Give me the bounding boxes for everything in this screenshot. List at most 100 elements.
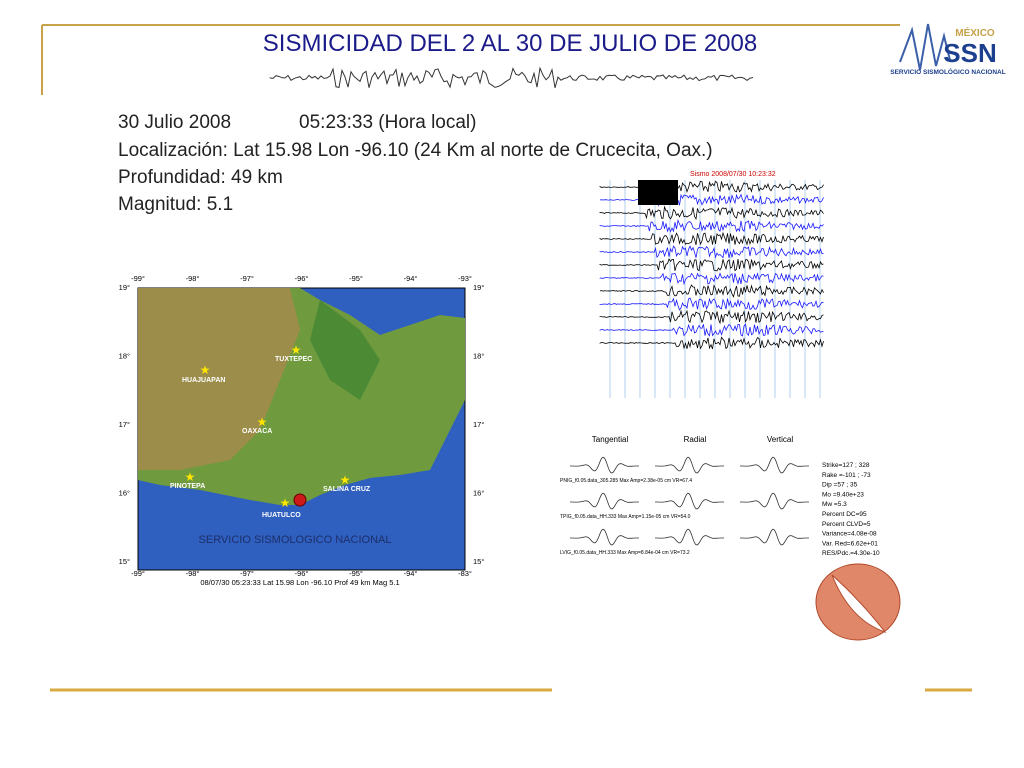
lat-label: 16° — [473, 489, 484, 498]
lon-label: -94° — [404, 274, 418, 283]
lon-label: -98° — [186, 274, 200, 283]
seismo-trace — [599, 192, 824, 207]
row-label: PNIG_f0.05.data_305.285 Max Amp=2.38e-05… — [560, 478, 692, 484]
mechanism-param: Percent DC=95 — [822, 511, 867, 518]
map: SERVICIO SISMOLOGICO NACIONAL 08/07/30 0… — [110, 268, 490, 590]
lon-label: -97° — [240, 569, 254, 578]
logo-acronym: SSN — [943, 38, 996, 68]
seismo-trace — [599, 205, 824, 221]
city-label: SALINA CRUZ — [323, 486, 371, 493]
seismo-trace — [599, 245, 824, 259]
seismo-trace — [599, 272, 824, 286]
seismo-trace — [599, 218, 824, 233]
lat-label: 17° — [473, 420, 484, 429]
event-magnitude: Magnitud: 5.1 — [118, 194, 234, 215]
mechanism: Tangential Radial Vertical PNIG_f0.05.data_… — [560, 435, 901, 641]
waveform-fit — [570, 456, 639, 474]
lon-label: -97° — [240, 274, 254, 283]
mechanism-param: Strike=127 ; 328 — [822, 462, 870, 469]
lat-label: 19° — [473, 283, 484, 292]
lat-label: 17° — [119, 420, 130, 429]
waveform-fit — [570, 528, 639, 546]
lon-label: -96° — [295, 274, 309, 283]
mechanism-param: Rake =-101 ; -73 — [822, 472, 871, 479]
lat-label: 15° — [473, 557, 484, 566]
lon-label: -99° — [131, 569, 145, 578]
mechanism-param: RES/Pdc.=4.30e-10 — [822, 550, 880, 557]
seismo-trace — [599, 336, 824, 350]
logo: MÉXICO SSN SERVICIO SISMOLÓGICO NACIONAL — [890, 23, 1006, 76]
seismo-trace — [599, 297, 824, 311]
event-location: Localización: Lat 15.98 Lon -96.10 (24 K… — [118, 140, 713, 161]
map-lowlands — [310, 300, 380, 400]
logo-wave — [899, 23, 951, 71]
seismogram-panel — [595, 175, 830, 400]
waveform-fit — [740, 528, 809, 546]
waveform-fit — [655, 528, 724, 546]
logo-name: SERVICIO SISMOLÓGICO NACIONAL — [890, 67, 1005, 76]
seismo-trace — [599, 323, 824, 337]
seismogram-title: Sismo 2008/07/30 10:23:32 — [690, 171, 776, 178]
city-marker: ★ — [340, 473, 351, 487]
lon-label: -96° — [295, 569, 309, 578]
mechanism-param: Variance=4.08e-08 — [822, 531, 877, 538]
city-label: PINOTEPA — [170, 483, 205, 490]
epicenter — [293, 493, 307, 507]
title-waveform — [269, 66, 754, 89]
seismo-trace — [599, 258, 824, 272]
saturation-block — [638, 180, 678, 205]
lat-label: 15° — [119, 557, 130, 566]
lon-label: -83° — [458, 569, 472, 578]
lon-label: -99° — [131, 274, 145, 283]
lon-label: -93° — [458, 274, 472, 283]
city-marker: ★ — [185, 470, 196, 484]
mechanism-param: Dip =57 ; 35 — [822, 482, 858, 489]
mechanism-param: Percent CLVD=5 — [822, 521, 871, 528]
seismo-trace — [599, 284, 824, 298]
city-label: TUXTEPEC — [275, 356, 312, 363]
lon-label: -95° — [349, 569, 363, 578]
city-marker: ★ — [291, 343, 302, 357]
waveform-fit — [655, 492, 724, 510]
lat-label: 19° — [119, 283, 130, 292]
column-label: Radial — [684, 435, 707, 444]
city-marker: ★ — [200, 363, 211, 377]
map-frame — [110, 268, 490, 590]
waveform-fit — [570, 492, 639, 510]
lon-label: -98° — [186, 569, 200, 578]
city-marker: ★ — [257, 415, 268, 429]
traces — [599, 179, 824, 398]
date: 30 Julio 2008 — [118, 112, 232, 133]
time: 05:23:33 (Hora local) — [299, 112, 477, 133]
map-land — [138, 288, 465, 505]
city-label: HUATULCO — [262, 512, 301, 519]
map-highlands — [138, 288, 300, 470]
city-label: OAXACA — [242, 428, 272, 435]
lat-label: 16° — [119, 489, 130, 498]
map-sea — [137, 287, 466, 571]
beachball — [815, 563, 901, 641]
seismo-trace — [599, 309, 824, 325]
row-label: LVIG_f0.05.data_HH.333 Max Amp=8.84e-04 … — [560, 550, 690, 556]
mechanism-param: Mo =9.40e+23 — [822, 491, 864, 498]
lat-label: 18° — [473, 352, 484, 361]
waveform-fit — [655, 456, 724, 474]
waveform-fit — [740, 456, 809, 474]
column-label: Vertical — [767, 435, 793, 444]
mechanism-param: Mw =5.3 — [822, 501, 847, 508]
lon-label: -95° — [349, 274, 363, 283]
map-watermark: SERVICIO SISMOLOGICO NACIONAL — [199, 534, 392, 546]
seismo-trace — [599, 179, 824, 195]
logo-country: MÉXICO — [955, 26, 995, 39]
map-caption: 08/07/30 05:23:33 Lat 15.98 Lon -96.10 P… — [200, 578, 399, 587]
city-marker: ★ — [280, 496, 291, 510]
slide-title: SISMICIDAD DEL 2 AL 30 DE JULIO DE 2008 — [262, 30, 758, 57]
column-label: Tangential — [592, 435, 629, 444]
seismo-trace — [599, 231, 824, 246]
seismogram: Sismo 2008/07/30 10:23:32 — [595, 171, 830, 400]
beachball-dilatation — [831, 574, 887, 634]
lat-label: 18° — [119, 352, 130, 361]
event-date: 30 Julio 2008 05:23:33 (Hora local) — [118, 112, 476, 134]
row-label: TPIG_f0.05.data_HH.333 Max Amp=1.15e-05 … — [560, 514, 691, 520]
